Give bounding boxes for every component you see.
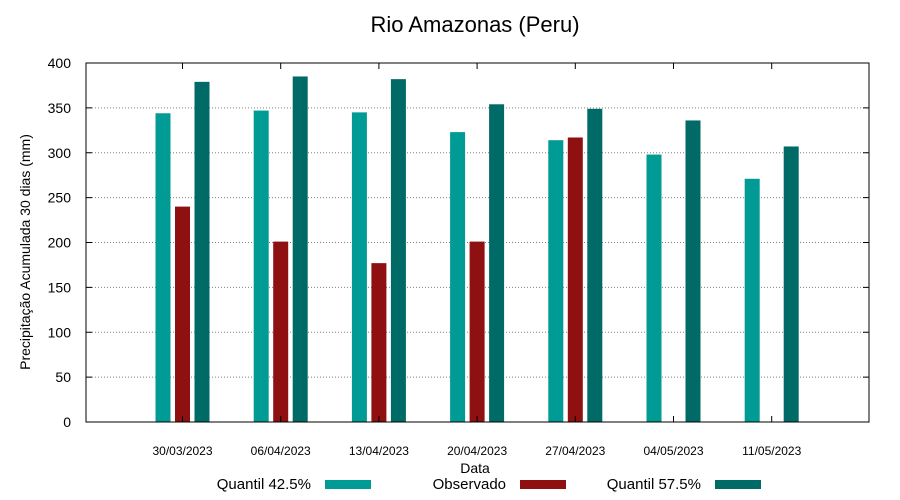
legend: Quantil 42.5% Observado Quantil 57.5% xyxy=(217,476,761,493)
bar-observado xyxy=(371,263,387,422)
bar-observado xyxy=(469,241,485,422)
bar-quantil-42-5 xyxy=(253,110,269,422)
y-tick-label: 50 xyxy=(55,369,71,385)
x-tick-label: 30/03/2023 xyxy=(152,444,212,458)
chart-title: Rio Amazonas (Peru) xyxy=(370,12,579,37)
bars xyxy=(155,76,799,423)
y-tick-label: 350 xyxy=(48,100,72,116)
x-tick-label: 11/05/2023 xyxy=(742,444,801,458)
bar-quantil-42-5 xyxy=(450,132,466,423)
bar-quantil-42-5 xyxy=(155,113,171,422)
bar-quantil-42-5 xyxy=(548,140,564,422)
bar-quantil-42-5 xyxy=(646,154,662,423)
legend-swatch-quantil-42-5 xyxy=(325,480,371,489)
y-tick-label: 300 xyxy=(48,145,72,161)
bar-quantil-57-5 xyxy=(685,120,701,422)
bar-quantil-57-5 xyxy=(489,104,505,422)
y-axis-ticks: 0 50 100 150 200 250 300 350 400 xyxy=(48,55,869,430)
bar-quantil-57-5 xyxy=(783,146,799,422)
legend-swatch-observado xyxy=(520,480,566,489)
y-tick-label: 100 xyxy=(48,324,72,340)
x-tick-label: 06/04/2023 xyxy=(251,444,311,458)
x-tick-label: 27/04/2023 xyxy=(545,444,605,458)
y-tick-label: 200 xyxy=(48,235,72,251)
x-tick-label: 13/04/2023 xyxy=(349,444,409,458)
bar-observado xyxy=(567,137,583,422)
bar-quantil-57-5 xyxy=(587,108,603,423)
y-tick-label: 400 xyxy=(48,55,72,71)
y-axis-label: Precipitação Acumulada 30 dias (mm) xyxy=(17,134,33,370)
bar-quantil-42-5 xyxy=(351,112,367,423)
bar-quantil-57-5 xyxy=(194,81,210,422)
x-axis-label: Data xyxy=(460,460,490,476)
bar-observado xyxy=(175,206,190,422)
bar-observado xyxy=(273,241,289,422)
bar-quantil-57-5 xyxy=(292,76,308,423)
legend-label-observado: Observado xyxy=(433,476,506,493)
x-tick-label: 04/05/2023 xyxy=(643,444,703,458)
y-tick-label: 250 xyxy=(48,190,72,206)
x-tick-label: 20/04/2023 xyxy=(447,444,507,458)
legend-label-quantil-57-5: Quantil 57.5% xyxy=(607,476,701,493)
legend-swatch-quantil-57-5 xyxy=(715,480,761,489)
y-tick-label: 150 xyxy=(48,279,72,295)
bar-quantil-57-5 xyxy=(390,79,406,422)
bar-quantil-42-5 xyxy=(744,178,760,422)
x-axis-ticks: 30/03/2023 06/04/2023 13/04/2023 20/04/2023… xyxy=(152,63,802,458)
y-tick-label: 0 xyxy=(63,414,71,430)
legend-label-quantil-42-5: Quantil 42.5% xyxy=(217,476,311,493)
